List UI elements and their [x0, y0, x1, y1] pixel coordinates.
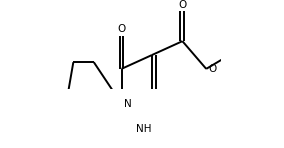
Text: O: O	[208, 64, 216, 74]
Text: O: O	[117, 24, 126, 34]
Text: NH: NH	[137, 124, 152, 134]
Text: O: O	[178, 0, 187, 10]
Text: N: N	[124, 99, 132, 109]
